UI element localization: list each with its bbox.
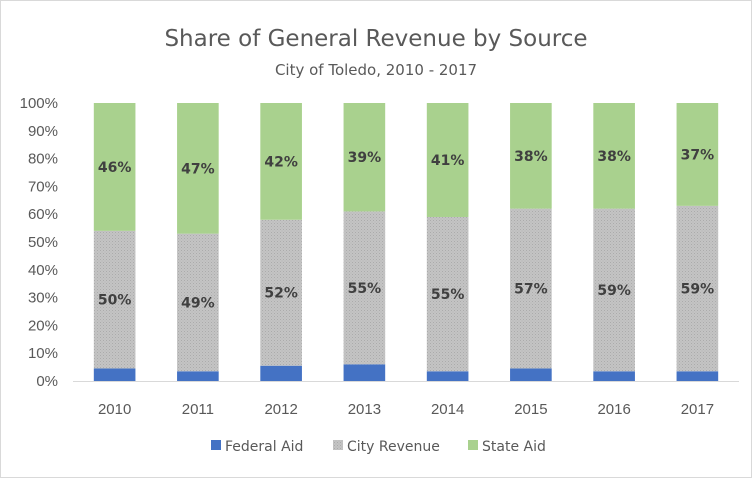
y-tick-label: 40% <box>28 262 58 279</box>
y-axis: 0% 10% 20% 30% 40% 50% 60% 70% 80% 90% 100% <box>20 95 58 390</box>
data-label: 46% <box>98 160 132 176</box>
bar-federal-aid-2017 <box>676 371 719 381</box>
bar-state-aid-2017 <box>676 103 719 206</box>
data-labels: 50% 46% 49% 47% 52% 42% 55% 39% 55% 41% 57% 38% 59% 3… <box>98 147 714 311</box>
bar-federal-aid-2011 <box>177 371 219 381</box>
bar-state-aid-2013 <box>343 103 386 212</box>
data-label: 49% <box>181 295 215 311</box>
bar-federal-aid-2015 <box>510 368 552 381</box>
data-label: 59% <box>597 283 631 299</box>
bar-federal-aid-2016 <box>593 371 635 381</box>
y-tick-label: 30% <box>28 290 58 307</box>
data-label: 42% <box>264 154 298 170</box>
legend-swatch <box>211 440 221 450</box>
x-tick-label: 2014 <box>431 401 464 418</box>
y-tick-label: 60% <box>28 206 58 223</box>
legend-swatch <box>468 440 478 450</box>
y-tick-label: 50% <box>28 234 58 251</box>
x-axis: 2010 2011 2012 2013 2014 2015 2016 2017 <box>73 381 739 418</box>
data-label: 47% <box>181 161 215 177</box>
bar-federal-aid-2014 <box>426 371 469 381</box>
legend-label: Federal Aid <box>225 439 303 455</box>
legend-label: State Aid <box>482 439 546 455</box>
y-tick-label: 10% <box>28 345 58 362</box>
data-label: 39% <box>348 150 382 166</box>
x-tick-label: 2012 <box>264 401 297 418</box>
bar-series <box>93 103 719 381</box>
x-tick-label: 2015 <box>514 401 547 418</box>
bar-city-revenue-2011 <box>177 233 219 372</box>
data-label: 37% <box>681 147 715 163</box>
data-label: 59% <box>681 282 715 298</box>
data-label: 38% <box>514 149 548 165</box>
x-tick-label: 2016 <box>597 401 630 418</box>
bar-city-revenue-2012 <box>260 219 302 366</box>
data-label: 50% <box>98 293 132 309</box>
x-tick-label: 2011 <box>182 401 214 418</box>
legend-label: City Revenue <box>347 439 440 455</box>
data-label: 55% <box>348 281 382 297</box>
bar-federal-aid-2012 <box>260 365 302 381</box>
bar-city-revenue-2014 <box>426 216 469 372</box>
x-tick-label: 2010 <box>98 401 131 418</box>
bar-city-revenue-2013 <box>343 211 386 365</box>
x-tick-label: 2017 <box>681 401 714 418</box>
data-label: 41% <box>431 153 465 169</box>
y-tick-label: 90% <box>28 123 58 140</box>
bar-state-aid-2015 <box>510 103 552 209</box>
bar-state-aid-2016 <box>593 103 635 209</box>
y-tick-label: 100% <box>20 95 58 112</box>
data-label: 38% <box>597 149 631 165</box>
bar-state-aid-2012 <box>260 103 302 220</box>
bar-state-aid-2014 <box>426 103 469 217</box>
bar-federal-aid-2010 <box>93 368 136 381</box>
bar-state-aid-2011 <box>177 103 219 234</box>
y-tick-label: 20% <box>28 317 58 334</box>
data-label: 57% <box>514 282 548 298</box>
y-tick-label: 0% <box>36 373 58 390</box>
x-tick-label: 2013 <box>348 401 381 418</box>
bar-city-revenue-2017 <box>676 205 719 372</box>
legend: Federal Aid City Revenue State Aid <box>211 439 546 455</box>
data-label: 55% <box>431 287 465 303</box>
bar-federal-aid-2013 <box>343 364 386 381</box>
chart-title: Share of General Revenue by Source <box>164 26 587 52</box>
bar-city-revenue-2016 <box>593 208 635 372</box>
data-label: 52% <box>264 286 298 302</box>
y-tick-label: 80% <box>28 151 58 168</box>
bar-city-revenue-2010 <box>93 230 136 369</box>
chart-subtitle: City of Toledo, 2010 - 2017 <box>275 61 477 79</box>
legend-swatch <box>333 440 343 450</box>
y-tick-label: 70% <box>28 178 58 195</box>
bar-state-aid-2010 <box>93 103 136 231</box>
bar-city-revenue-2015 <box>510 208 552 369</box>
